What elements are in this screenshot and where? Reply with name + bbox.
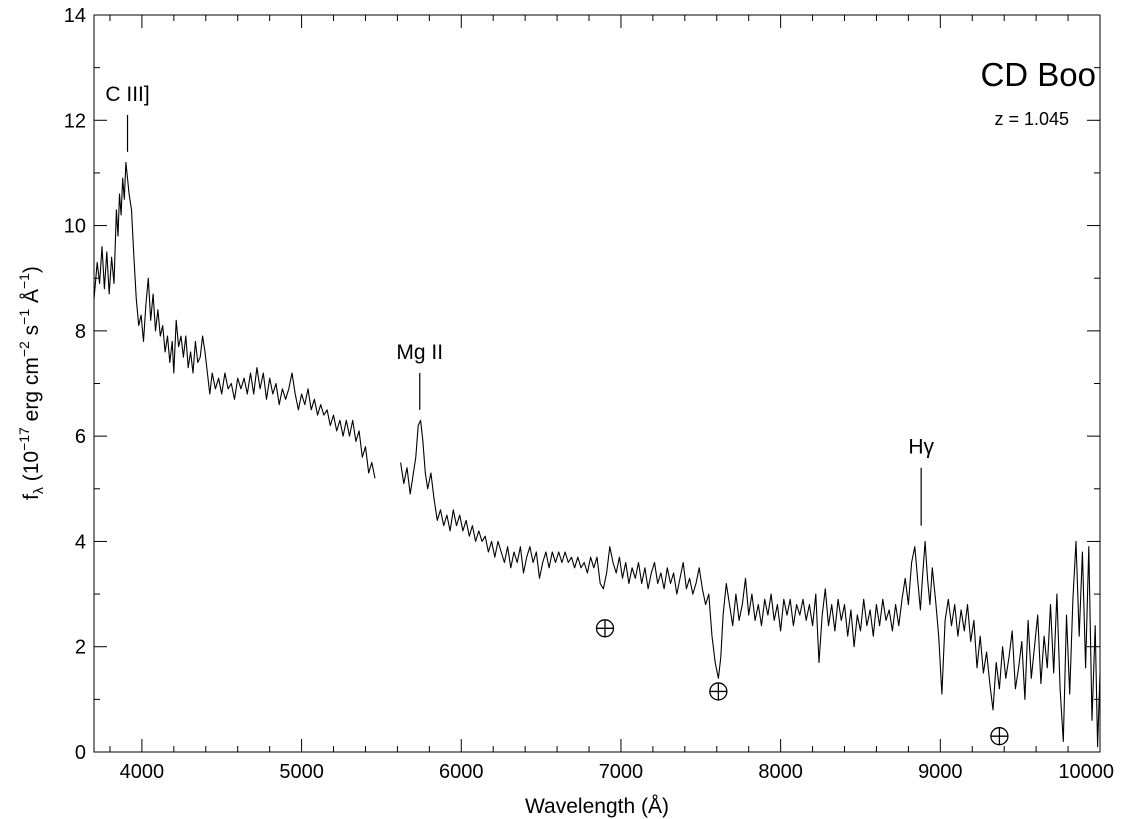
telluric-earth-icon	[709, 682, 728, 701]
telluric-earth-icon	[990, 727, 1009, 746]
spectrum-segment-1	[93, 161, 376, 479]
telluric-earth-icon	[595, 619, 615, 638]
y-title-lambda: λ	[30, 487, 46, 494]
x-axis-title: Wavelength (Å)	[525, 795, 669, 818]
y-tick-label: 10	[64, 216, 86, 238]
object-name: CD Boo	[980, 56, 1096, 93]
y-tick-label: 0	[75, 742, 86, 764]
line-label: Mg II	[396, 341, 443, 364]
y-title-s: s	[20, 325, 43, 341]
y-tick-label: 4	[75, 531, 86, 553]
y-title-exp1a: −1	[16, 309, 32, 325]
x-tick-label: 9000	[918, 761, 963, 783]
y-title-close: )	[20, 266, 43, 273]
y-tick-label: 2	[75, 637, 86, 659]
y-title-exp17: −17	[16, 427, 32, 451]
series-layer	[93, 161, 1101, 748]
y-title-open: (10	[20, 451, 43, 487]
line-label: C III]	[105, 83, 149, 106]
y-tick-label: 6	[75, 426, 86, 448]
y-tick-label: 12	[64, 110, 86, 132]
y-title-exp1b: −1	[16, 273, 32, 289]
x-tick-label: 10000	[1058, 761, 1114, 783]
line-label: Hγ	[908, 436, 934, 459]
x-tick-label: 4000	[120, 761, 165, 783]
y-tick-label: 14	[64, 5, 86, 27]
x-tick-label: 5000	[279, 761, 324, 783]
y-title-angstrom: Å	[20, 289, 43, 309]
x-tick-label: 8000	[758, 761, 803, 783]
y-title-exp2: −2	[16, 341, 32, 357]
y-tick-label: 8	[75, 321, 86, 343]
ticks-layer: 4000 5000 6000 7000 8000 9000 10000 0 2 4 6 8 10 12 14	[64, 5, 1114, 783]
x-tick-label: 6000	[439, 761, 484, 783]
x-tick-label: 7000	[599, 761, 644, 783]
redshift-label: z = 1.045	[994, 109, 1069, 129]
y-title-f: f	[20, 494, 43, 500]
annotation-layer: C III] Mg II Hγ	[105, 83, 1009, 746]
y-axis-title: fλ (10−17 erg cm−2 s−1 Å−1)	[16, 266, 46, 500]
spectrum-segment-2	[400, 419, 1101, 748]
y-title-erg: erg cm	[20, 357, 43, 427]
